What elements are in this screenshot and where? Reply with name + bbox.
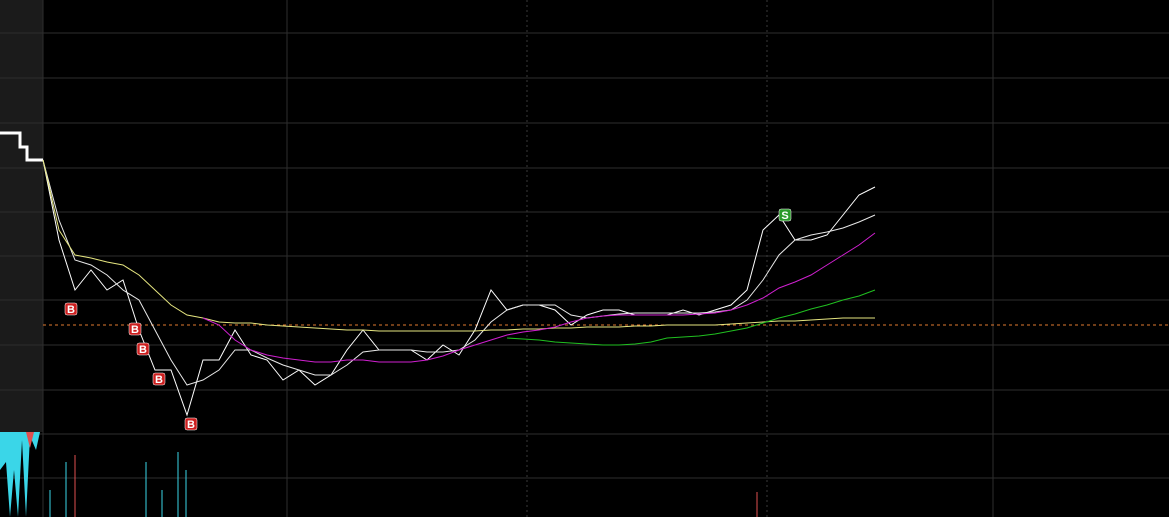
- pre-market-line: [0, 131, 43, 162]
- signal-label: B: [67, 304, 75, 316]
- signal-marker: [778, 208, 792, 222]
- signal-label: B: [131, 324, 139, 336]
- signal-label: B: [187, 419, 195, 431]
- price-line: [42, 159, 875, 332]
- volume-block: [26, 432, 34, 448]
- price-line: [202, 232, 876, 363]
- signal-marker: [136, 342, 150, 356]
- signal-label: S: [781, 210, 788, 222]
- signal-marker: [128, 322, 142, 336]
- signal-marker: [152, 372, 166, 386]
- volume: [0, 432, 758, 517]
- signal-marker: [64, 302, 78, 316]
- price-line: [42, 159, 876, 417]
- signal-label: B: [139, 344, 147, 356]
- volume-block: [0, 432, 40, 517]
- signal-label: B: [155, 374, 163, 386]
- pre-market-area: [0, 0, 43, 432]
- price-line: [506, 289, 876, 346]
- signal-marker: [184, 417, 198, 431]
